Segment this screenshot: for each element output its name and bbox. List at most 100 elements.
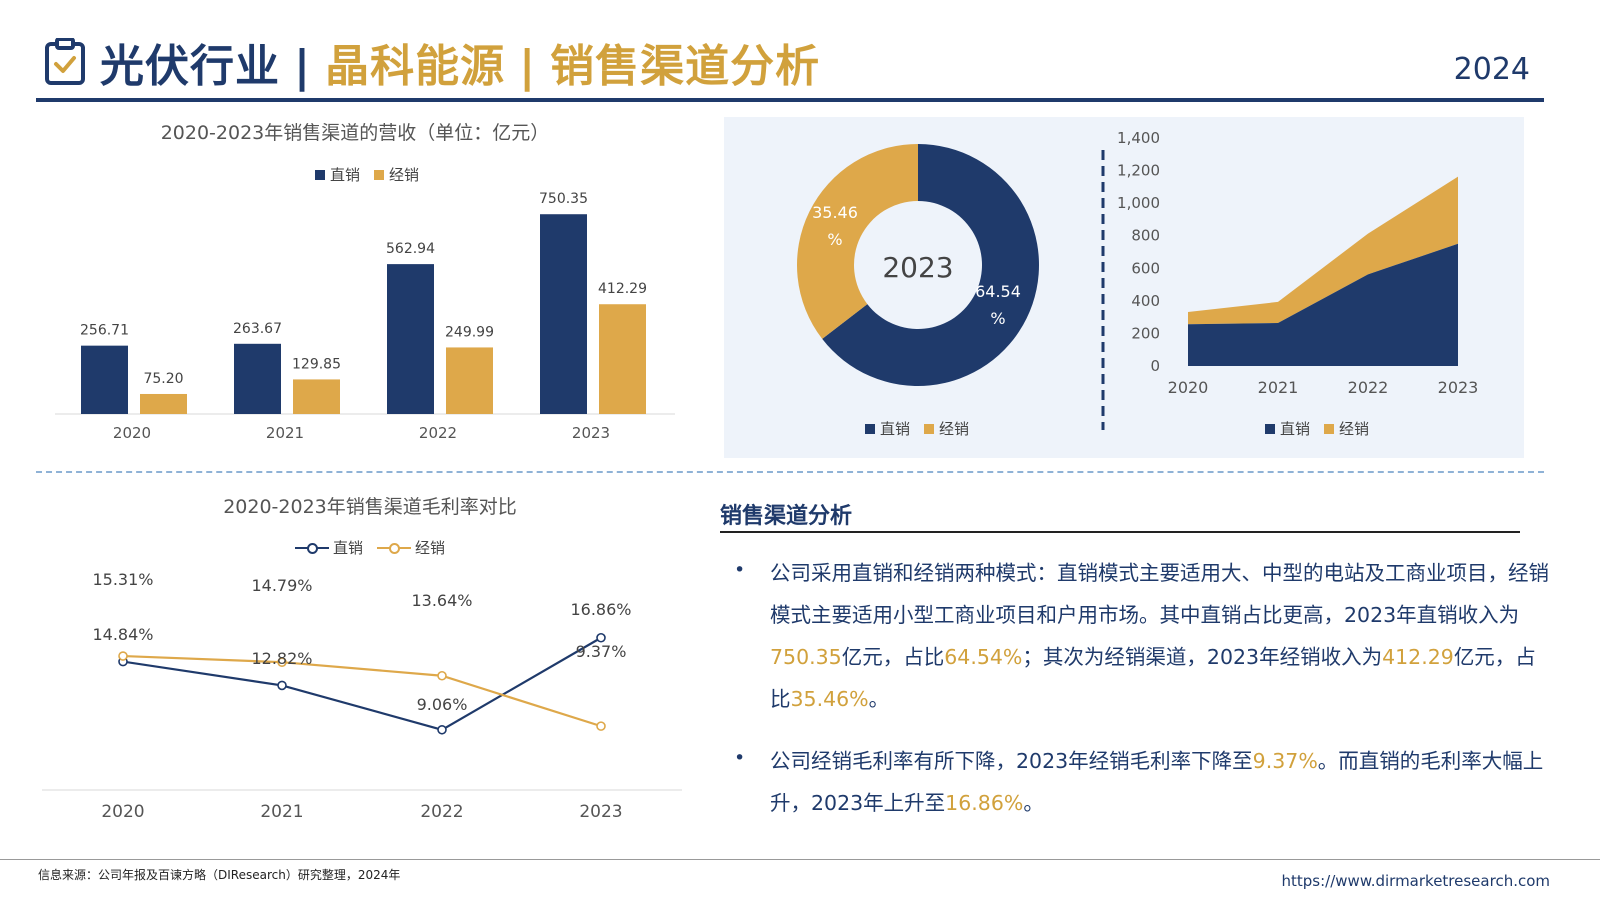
p1-text-4: 亿元，占比 xyxy=(770,645,1536,711)
data-label-dealer-2022: 249.99 xyxy=(445,324,494,340)
p2-text-2: 。而直销的毛利率大幅上升，2023年上升至 xyxy=(770,749,1544,815)
data-label-dealer-2023: 9.37% xyxy=(576,642,627,661)
panel-divider xyxy=(1101,150,1105,430)
donut-label-direct: 64.54 xyxy=(975,282,1021,301)
bullet-1: • xyxy=(734,559,746,581)
point-dealer-2023 xyxy=(596,721,606,731)
y-tick-label: 600 xyxy=(1131,259,1160,277)
legend-swatch-direct xyxy=(1265,423,1275,434)
point-direct-2023 xyxy=(596,632,606,643)
bar-dealer-2020 xyxy=(140,393,187,414)
legend-swatch-direct xyxy=(865,423,875,434)
p1-highlight-direct-share: 64.54% xyxy=(944,645,1023,669)
x-tick-label: 2020 xyxy=(113,424,151,442)
point-dealer-2021 xyxy=(277,657,287,667)
x-tick-label: 2020 xyxy=(101,802,144,822)
legend-swatch-dealer xyxy=(374,169,385,180)
area-legend: 直销 经销 xyxy=(1265,418,1369,439)
y-tick-label: 400 xyxy=(1131,292,1160,310)
donut-slice-direct xyxy=(822,144,1039,386)
p1-text-1: 公司采用直销和经销两种模式：直销模式主要适用大、中型的电站及工商业项目，经销模式… xyxy=(770,561,1549,627)
y-tick-label: 0 xyxy=(1150,357,1160,375)
p2-text-1: 公司经销毛利率有所下降，2023年经销毛利率下降至 xyxy=(770,749,1253,773)
legend-label-direct: 直销 xyxy=(330,166,361,184)
legend-label-dealer: 经销 xyxy=(939,420,970,438)
donut-slice-dealer xyxy=(797,144,918,339)
x-tick-label: 2022 xyxy=(419,424,457,442)
point-direct-2022 xyxy=(437,724,447,735)
y-tick-label: 1,400 xyxy=(1117,129,1160,147)
bar-direct-2022 xyxy=(387,264,434,414)
title-company: 晶科能源 xyxy=(325,41,506,92)
x-tick-label: 2021 xyxy=(266,424,304,442)
analysis-title: 销售渠道分析 xyxy=(720,504,853,529)
data-label-direct-2022: 9.06% xyxy=(417,695,468,714)
x-tick-label: 2022 xyxy=(420,802,463,822)
header-divider xyxy=(36,98,1544,102)
title-separator: | xyxy=(294,41,312,92)
bar-dealer-2021 xyxy=(293,379,340,414)
source-note: 信息来源：公司年报及百谏方略（DIResearch）研究整理，2024年 xyxy=(38,868,401,882)
bar-dealer-2023 xyxy=(599,304,646,414)
bar-chart-title: 2020-2023年销售渠道的营收（单位：亿元） xyxy=(160,122,550,144)
clipboard-check-icon xyxy=(45,38,85,85)
donut-legend: 直销 经销 xyxy=(865,418,969,439)
point-direct-2021 xyxy=(277,680,287,691)
legend-label-dealer: 经销 xyxy=(389,166,420,184)
x-tick-label: 2020 xyxy=(1168,378,1209,397)
legend-swatch-dealer xyxy=(924,423,935,434)
line-direct xyxy=(122,636,602,731)
x-tick-label: 2023 xyxy=(1438,378,1479,397)
legend-swatch-dealer xyxy=(1324,423,1335,434)
legend-label-direct: 直销 xyxy=(1280,420,1311,438)
bar-dealer-2022 xyxy=(446,347,493,414)
legend-swatch-direct xyxy=(295,541,329,555)
p1-highlight-dealer-revenue: 412.29 xyxy=(1382,645,1454,669)
p1-text-2: 亿元，占比 xyxy=(841,645,945,669)
bar-direct-2023 xyxy=(540,214,587,414)
section-divider xyxy=(36,471,1544,473)
legend-label-dealer: 经销 xyxy=(415,539,446,557)
p2-highlight-direct-margin: 16.86% xyxy=(945,791,1024,815)
donut-label-percent-dealer: % xyxy=(827,230,842,249)
p1-text-5: 。 xyxy=(868,687,890,711)
data-label-direct-2021: 12.82% xyxy=(251,649,312,668)
x-tick-label: 2023 xyxy=(572,424,610,442)
p2-highlight-dealer-margin: 9.37% xyxy=(1252,749,1318,773)
line-chart-legend: 直销 经销 xyxy=(295,537,445,558)
line-chart: 14.84% 12.82% 9.06% 16.86% 15.31% 14.79% 13.64… xyxy=(42,570,682,822)
data-label-direct-2023: 750.35 xyxy=(539,191,588,207)
y-tick-label: 200 xyxy=(1131,324,1160,342)
donut-label-dealer: 35.46 xyxy=(812,203,858,222)
area-direct xyxy=(1188,243,1458,366)
legend-label-direct: 直销 xyxy=(333,539,364,557)
line-dealer xyxy=(122,654,602,728)
p2-text-3: 。 xyxy=(1023,791,1044,815)
donut-center-label: 2023 xyxy=(882,251,953,284)
data-label-dealer-2021: 129.85 xyxy=(292,356,341,372)
line-chart-title: 2020-2023年销售渠道毛利率对比 xyxy=(223,496,517,518)
point-dealer-2020 xyxy=(118,651,128,661)
y-tick-label: 800 xyxy=(1131,227,1160,245)
data-label-direct-2020: 14.84% xyxy=(92,625,153,644)
data-label-dealer-2020: 75.20 xyxy=(143,371,183,387)
title-topic: 销售渠道分析 xyxy=(550,41,821,92)
legend-label-direct: 直销 xyxy=(880,420,911,438)
data-label-dealer-2020: 15.31% xyxy=(92,570,153,589)
data-label-direct-2020: 256.71 xyxy=(80,323,129,339)
bar-chart-legend: 直销 经销 xyxy=(315,164,419,185)
website-link[interactable]: https://www.dirmarketresearch.com xyxy=(1281,872,1550,890)
analysis-paragraph-2: 公司经销毛利率有所下降，2023年经销毛利率下降至9.37%。而直销的毛利率大幅… xyxy=(770,740,1556,824)
x-tick-label: 2021 xyxy=(260,802,303,822)
y-tick-label: 1,200 xyxy=(1117,162,1160,180)
report-year: 2024 xyxy=(1453,52,1530,87)
area-chart: 0 200 400 600 800 1,000 1,200 1,400 2020 2021 2022… xyxy=(1117,129,1479,397)
donut-label-percent-direct: % xyxy=(990,309,1005,328)
title-separator-2: | xyxy=(519,41,537,92)
point-dealer-2022 xyxy=(437,670,447,681)
legend-swatch-direct xyxy=(315,169,325,180)
footer-divider xyxy=(0,859,1600,860)
p1-text-3: ；其次为经销渠道，2023年经销收入为 xyxy=(1022,645,1383,669)
x-tick-label: 2023 xyxy=(579,802,622,822)
y-tick-label: 1,000 xyxy=(1117,194,1160,212)
